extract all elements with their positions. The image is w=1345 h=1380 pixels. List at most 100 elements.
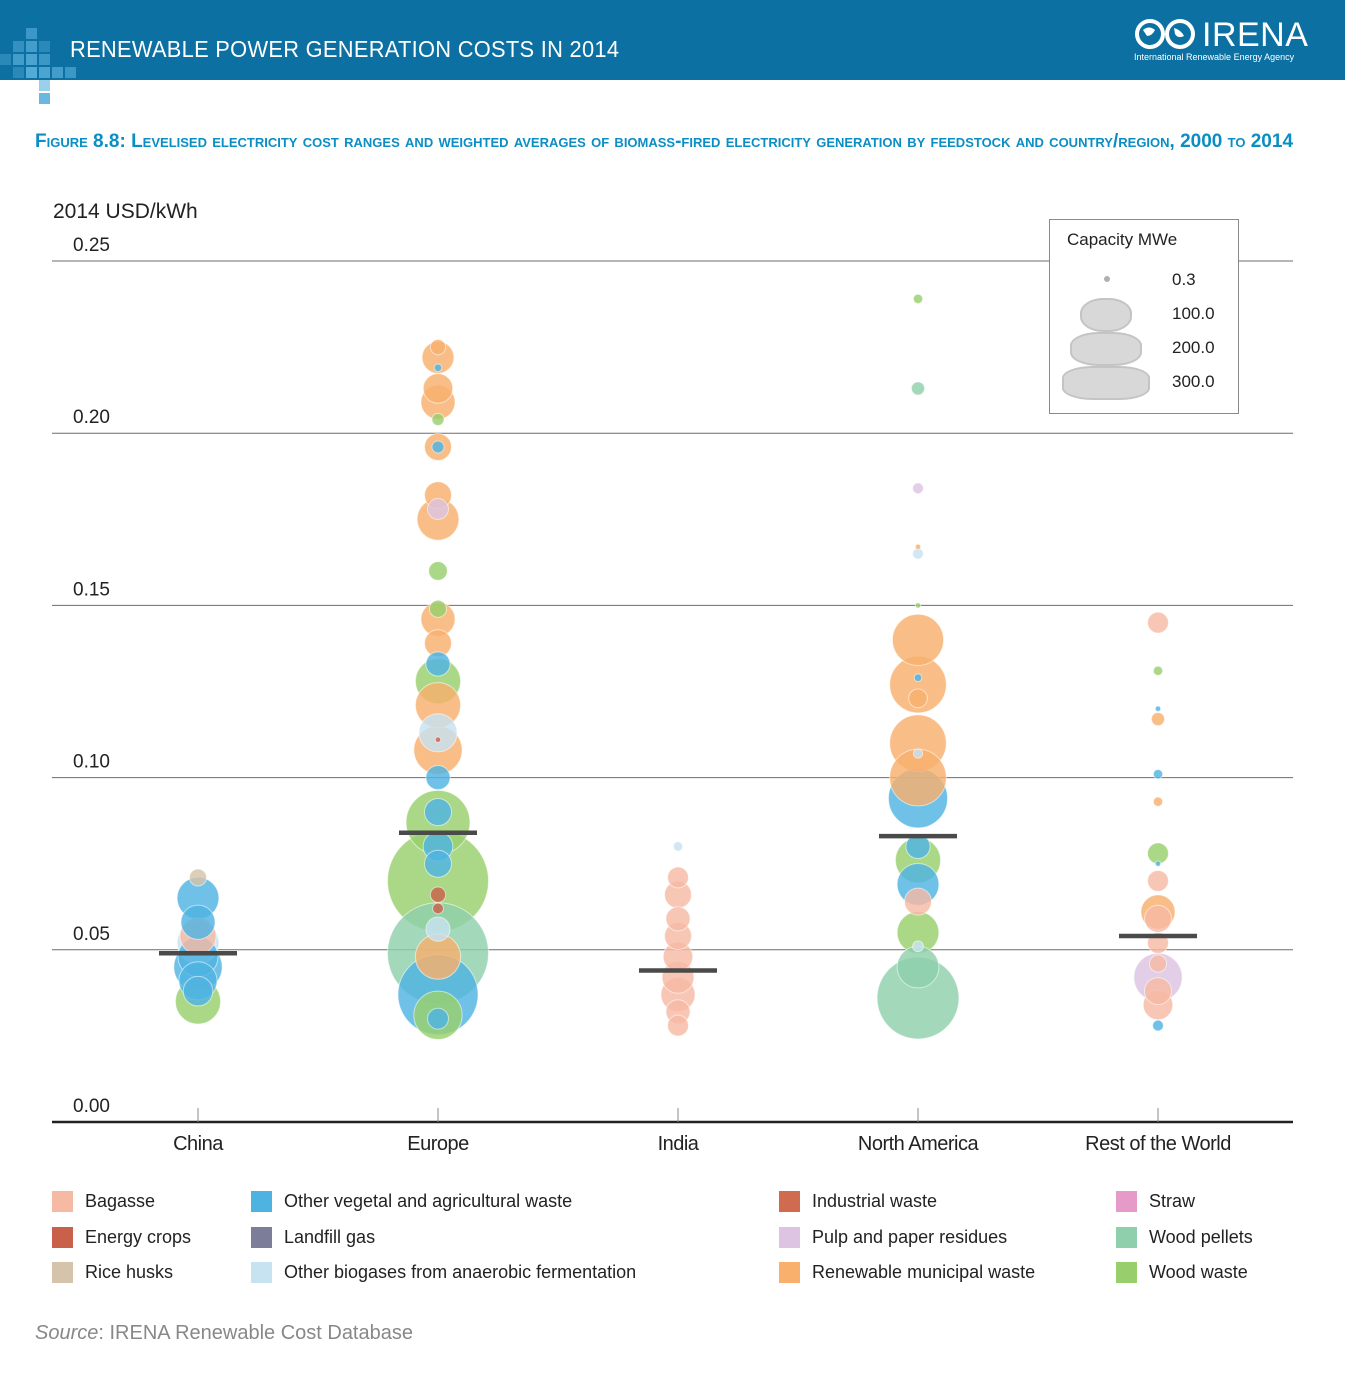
data-bubble bbox=[891, 613, 945, 666]
legend-swatch bbox=[1116, 1261, 1137, 1283]
y-tick-label: 0.00 bbox=[73, 1096, 110, 1117]
legend-label: Energy crops bbox=[85, 1226, 192, 1247]
data-bubble bbox=[1147, 869, 1169, 892]
capacity-marker-100 bbox=[1080, 298, 1132, 332]
figure-title: Figure 8.8: Levelised electricity cost r… bbox=[35, 131, 1294, 152]
data-bubble bbox=[908, 688, 928, 709]
legend-label: Landfill gas bbox=[284, 1226, 376, 1247]
legend-swatch bbox=[251, 1261, 272, 1283]
logo-subtitle: International Renewable Energy Agency bbox=[1134, 52, 1295, 62]
data-bubble bbox=[1152, 768, 1164, 780]
data-bubble bbox=[912, 293, 924, 305]
legend-label: Bagasse bbox=[85, 1190, 156, 1211]
legend-label: Renewable municipal waste bbox=[812, 1261, 1036, 1282]
data-bubble bbox=[910, 381, 926, 396]
globe-logo-icon bbox=[1135, 19, 1195, 49]
capacity-value: 300.0 bbox=[1172, 372, 1215, 391]
legend-swatch bbox=[1116, 1190, 1137, 1212]
capacity-legend-row: 300.0 bbox=[1050, 366, 1238, 400]
capacity-marker-300 bbox=[1062, 366, 1150, 400]
legend-item-wood-pellets: Wood pellets bbox=[1116, 1225, 1253, 1249]
legend-item-landfill-gas: Landfill gas bbox=[251, 1225, 375, 1249]
legend-item-pulp-paper: Pulp and paper residues bbox=[779, 1225, 1007, 1249]
data-bubble bbox=[914, 543, 922, 551]
decorative-squares bbox=[0, 28, 76, 104]
data-bubble bbox=[180, 904, 216, 940]
source-text: : IRENA Renewable Cost Database bbox=[98, 1322, 413, 1344]
data-bubble bbox=[428, 599, 448, 618]
logo-wordmark: IRENA bbox=[1202, 16, 1309, 54]
capacity-legend-row: 0.3 bbox=[1050, 264, 1238, 298]
capacity-marker-small bbox=[1104, 276, 1110, 282]
x-tick-label: Europe bbox=[407, 1133, 469, 1155]
legend-label: Other biogases from anaerobic fermentati… bbox=[284, 1261, 637, 1282]
legend-item-other-biogases: Other biogases from anaerobic fermentati… bbox=[251, 1260, 636, 1284]
data-bubble bbox=[667, 866, 689, 889]
legend-label: Wood pellets bbox=[1149, 1226, 1253, 1247]
data-bubble bbox=[431, 412, 445, 426]
legend-item-wood-waste: Wood waste bbox=[1116, 1260, 1248, 1284]
data-bubble bbox=[422, 373, 454, 404]
data-bubble bbox=[672, 841, 684, 852]
legend-item-energy-crops: Energy crops bbox=[52, 1225, 191, 1249]
capacity-value: 100.0 bbox=[1172, 304, 1215, 323]
data-bubble bbox=[1147, 611, 1169, 634]
legend-label: Other vegetal and agricultural waste bbox=[284, 1190, 573, 1211]
x-tick-label: Rest of the World bbox=[1085, 1133, 1231, 1155]
data-bubble bbox=[914, 602, 922, 609]
data-bubble bbox=[904, 887, 932, 916]
legend-label: Industrial waste bbox=[812, 1190, 938, 1211]
data-bubble bbox=[912, 748, 924, 759]
legend-swatch bbox=[52, 1190, 73, 1212]
data-bubble bbox=[429, 886, 447, 903]
data-bubble bbox=[429, 338, 447, 356]
data-bubble bbox=[434, 736, 442, 743]
data-bubble bbox=[667, 1014, 689, 1037]
legend-label: Rice husks bbox=[85, 1261, 174, 1282]
data-bubble bbox=[427, 1007, 449, 1030]
capacity-marker-200 bbox=[1070, 332, 1142, 366]
data-bubble bbox=[1152, 665, 1164, 677]
x-tick-label: India bbox=[658, 1133, 700, 1155]
feedstock-legend: Bagasse Energy crops Rice husks Other ve… bbox=[0, 1185, 1345, 1295]
capacity-legend: Capacity MWe 0.3 100.0 200.0 300.0 bbox=[1049, 219, 1239, 414]
data-bubble bbox=[1150, 711, 1166, 727]
y-tick-label: 0.05 bbox=[73, 924, 110, 945]
legend-item-rice-husks: Rice husks bbox=[52, 1260, 173, 1284]
bubble-chart: 0.00 0.05 0.10 0.15 0.20 0.25 China Europe India… bbox=[52, 235, 1293, 1155]
data-bubble bbox=[1154, 705, 1162, 712]
data-bubble bbox=[432, 902, 444, 915]
legend-swatch bbox=[1116, 1226, 1137, 1248]
legend-item-bagasse: Bagasse bbox=[52, 1189, 155, 1213]
legend-swatch bbox=[779, 1226, 800, 1248]
capacity-value: 200.0 bbox=[1172, 338, 1215, 357]
data-bubble bbox=[1144, 977, 1172, 1006]
data-bubble bbox=[424, 849, 452, 878]
legend-swatch bbox=[52, 1261, 73, 1283]
data-bubble bbox=[425, 651, 451, 677]
capacity-value: 0.3 bbox=[1172, 270, 1196, 289]
data-bubble bbox=[431, 440, 445, 454]
x-tick-label: China bbox=[173, 1133, 224, 1155]
x-tick-label: North America bbox=[858, 1133, 980, 1155]
data-bubble bbox=[433, 363, 443, 373]
y-tick-label: 0.10 bbox=[73, 752, 110, 773]
data-bubble bbox=[424, 798, 452, 827]
y-tick-label: 0.25 bbox=[73, 235, 110, 256]
data-bubble bbox=[425, 916, 451, 942]
source-note: Source: IRENA Renewable Cost Database bbox=[35, 1322, 413, 1345]
legend-swatch bbox=[251, 1226, 272, 1248]
data-bubble bbox=[427, 498, 449, 520]
y-tick-label: 0.20 bbox=[73, 407, 110, 428]
data-bubble bbox=[188, 868, 208, 887]
y-tick-label: 0.15 bbox=[73, 579, 110, 600]
data-bubble bbox=[912, 482, 924, 495]
legend-label: Pulp and paper residues bbox=[812, 1226, 1008, 1247]
data-bubble bbox=[896, 945, 940, 989]
header-title: RENEWABLE POWER GENERATION COSTS IN 2014 bbox=[70, 36, 620, 62]
data-bubble bbox=[665, 906, 691, 932]
legend-item-industrial-waste: Industrial waste bbox=[779, 1189, 937, 1213]
data-bubble bbox=[1152, 1019, 1164, 1032]
capacity-legend-row: 200.0 bbox=[1050, 332, 1238, 366]
header-bar bbox=[0, 0, 1345, 80]
